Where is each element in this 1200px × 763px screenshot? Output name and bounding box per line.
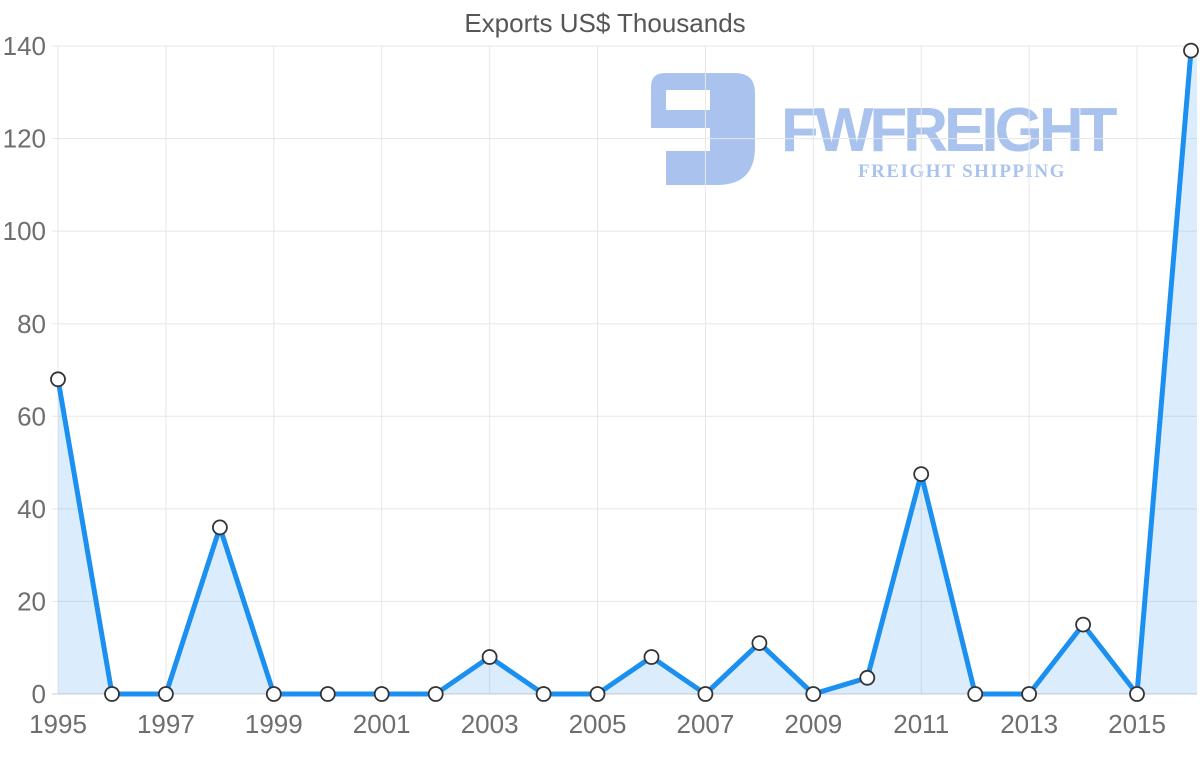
x-tick-label: 2013 [1000, 709, 1058, 739]
fwfreight-watermark: FWFREIGHT FREIGHT SHIPPING [651, 73, 1151, 193]
data-point[interactable] [319, 686, 336, 702]
data-point[interactable] [373, 686, 390, 702]
data-point[interactable] [157, 686, 174, 702]
data-point[interactable] [697, 686, 714, 702]
data-point[interactable] [50, 371, 66, 388]
watermark-brand-text: FWFREIGHT [781, 96, 1118, 165]
data-point[interactable] [104, 686, 120, 702]
area-fill [58, 50, 1197, 695]
data-point[interactable] [751, 635, 768, 651]
x-tick-label: 2007 [677, 709, 735, 739]
data-point[interactable] [211, 519, 228, 536]
fwfreight-logo-icon [651, 73, 755, 185]
x-tick-label: 2009 [784, 709, 842, 739]
data-point[interactable] [859, 669, 876, 686]
x-tick-label: 1995 [29, 709, 87, 739]
data-point[interactable] [805, 686, 822, 702]
y-tick-label: 60 [17, 401, 46, 431]
data-point[interactable] [535, 686, 552, 702]
x-tick-label: 2005 [569, 709, 627, 739]
data-point[interactable] [589, 686, 606, 702]
watermark-tagline-text: FREIGHT SHIPPING [858, 161, 1066, 182]
data-point[interactable] [643, 649, 660, 665]
data-point[interactable] [481, 649, 498, 665]
data-point[interactable] [427, 686, 444, 702]
x-tick-label: 1997 [137, 709, 195, 739]
data-point[interactable] [1021, 686, 1037, 702]
x-tick-label: 2011 [893, 709, 949, 739]
data-point[interactable] [1075, 616, 1091, 633]
data-point[interactable] [913, 466, 930, 483]
x-tick-label: 2015 [1108, 709, 1166, 739]
y-tick-label: 0 [32, 679, 46, 709]
data-point[interactable] [1183, 42, 1199, 59]
series-line [55, 50, 1194, 697]
y-tick-label: 20 [17, 587, 46, 617]
y-tick-label: 100 [3, 216, 46, 246]
x-tick-label: 1999 [245, 709, 303, 739]
logo-shape [651, 73, 755, 185]
data-point[interactable] [967, 686, 984, 702]
y-tick-label: 140 [3, 31, 46, 61]
y-tick-label: 80 [17, 309, 46, 339]
x-tick-label: 2001 [353, 709, 411, 739]
data-point[interactable] [1129, 686, 1145, 702]
y-tick-label: 120 [3, 124, 46, 154]
data-point[interactable] [265, 686, 282, 702]
y-tick-label: 40 [17, 494, 46, 524]
x-tick-label: 2003 [461, 709, 519, 739]
